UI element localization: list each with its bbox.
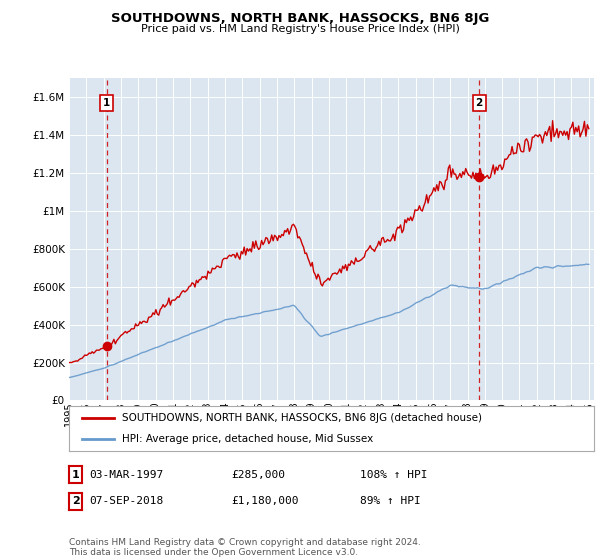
Text: SOUTHDOWNS, NORTH BANK, HASSOCKS, BN6 8JG (detached house): SOUTHDOWNS, NORTH BANK, HASSOCKS, BN6 8J… (121, 413, 482, 423)
Text: HPI: Average price, detached house, Mid Sussex: HPI: Average price, detached house, Mid … (121, 433, 373, 444)
Text: Price paid vs. HM Land Registry's House Price Index (HPI): Price paid vs. HM Land Registry's House … (140, 24, 460, 34)
Text: 89% ↑ HPI: 89% ↑ HPI (360, 496, 421, 506)
Text: £285,000: £285,000 (231, 470, 285, 480)
Text: 1: 1 (103, 98, 110, 108)
Text: 2: 2 (72, 496, 79, 506)
Text: 2: 2 (475, 98, 483, 108)
Text: 03-MAR-1997: 03-MAR-1997 (89, 470, 163, 480)
Text: SOUTHDOWNS, NORTH BANK, HASSOCKS, BN6 8JG: SOUTHDOWNS, NORTH BANK, HASSOCKS, BN6 8J… (111, 12, 489, 25)
Text: Contains HM Land Registry data © Crown copyright and database right 2024.
This d: Contains HM Land Registry data © Crown c… (69, 538, 421, 557)
Text: 1: 1 (72, 470, 79, 480)
Text: 108% ↑ HPI: 108% ↑ HPI (360, 470, 427, 480)
Text: 07-SEP-2018: 07-SEP-2018 (89, 496, 163, 506)
Text: £1,180,000: £1,180,000 (231, 496, 299, 506)
